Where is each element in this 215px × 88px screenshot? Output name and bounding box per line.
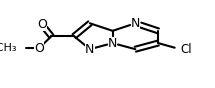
Text: Cl: Cl	[180, 43, 192, 56]
Text: N: N	[131, 17, 140, 30]
Text: N: N	[85, 43, 95, 56]
Text: N: N	[108, 37, 117, 50]
Text: OCH₃: OCH₃	[0, 43, 17, 53]
Text: O: O	[37, 18, 47, 31]
Text: O: O	[34, 42, 44, 55]
